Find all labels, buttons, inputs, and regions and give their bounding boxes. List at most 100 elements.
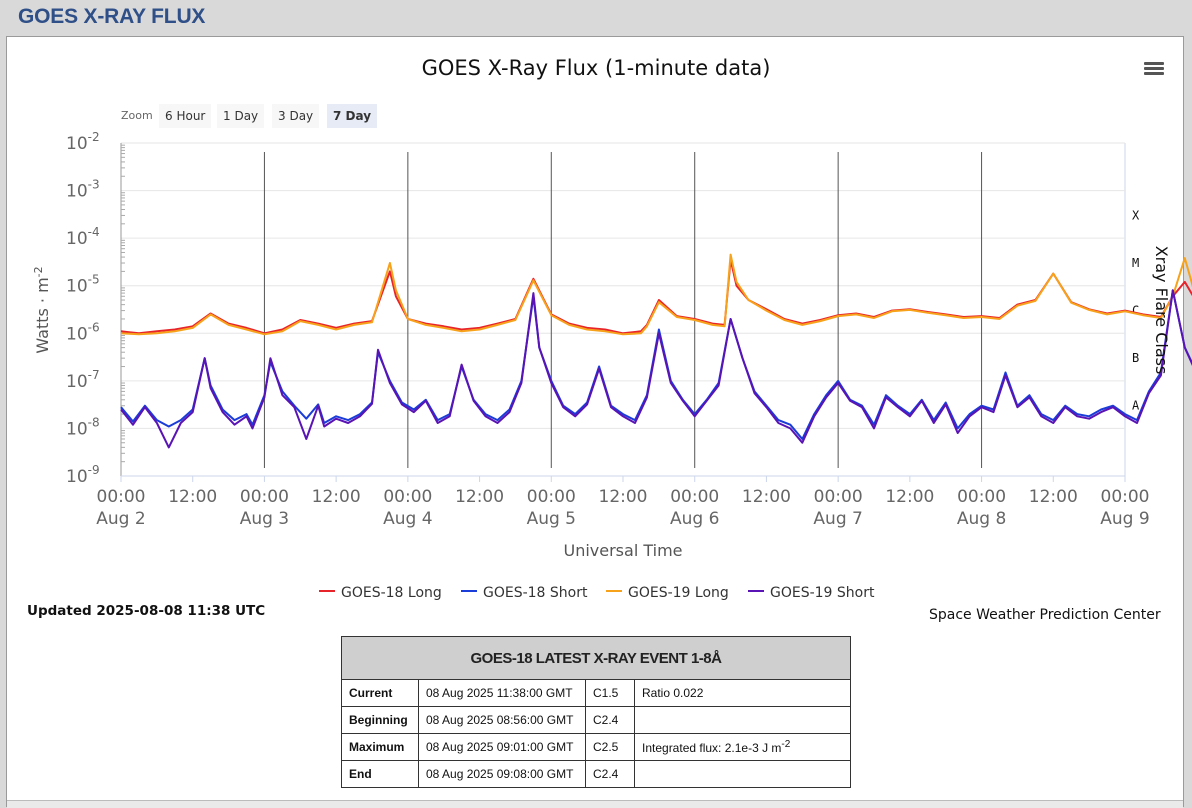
x-tick-time: 00:00	[814, 487, 863, 507]
x-tick-date: Aug 2	[96, 509, 145, 529]
x-tick-time: 00:00	[240, 487, 289, 507]
legend-goes19-short[interactable]: GOES-19 Short	[748, 585, 875, 603]
x-tick-time: 00:00	[527, 487, 576, 507]
flare-class-label: X	[1132, 208, 1140, 222]
legend-goes18-short[interactable]: GOES-18 Short	[461, 585, 588, 603]
series-line	[120, 289, 1192, 449]
row-note	[634, 760, 851, 788]
row-label: End	[341, 760, 419, 788]
y-tick-base: 10	[66, 324, 88, 344]
page-header: GOES X-RAY FLUX	[0, 0, 1192, 36]
row-time: 08 Aug 2025 09:08:00 GMT	[418, 760, 586, 788]
legend-swatch	[319, 590, 335, 592]
y-tick-label: 10-2	[66, 130, 100, 154]
zoom-3-day-button[interactable]: 3 Day	[272, 104, 320, 128]
x-tick-date: Aug 7	[813, 509, 862, 529]
series-line	[120, 258, 1192, 335]
legend-swatch	[606, 590, 622, 592]
x-axis-title: Universal Time	[563, 541, 682, 560]
y-tick-base: 10	[66, 229, 88, 249]
x-tick-time: 00:00	[1101, 487, 1150, 507]
zoom-7-day-button[interactable]: 7 Day	[327, 104, 378, 128]
y-tick-exp: -8	[88, 415, 100, 429]
legend-label: GOES-19 Short	[770, 585, 875, 601]
row-class: C2.4	[585, 706, 635, 734]
row-class: C2.5	[585, 733, 635, 761]
y-axis-title-sup: -2	[32, 266, 45, 277]
row-note-sup: -2	[781, 739, 791, 750]
updated-timestamp: Updated 2025-08-08 11:38 UTC	[27, 603, 266, 619]
y-tick-label: 10-7	[66, 368, 100, 392]
legend-goes18-long[interactable]: GOES-18 Long	[319, 585, 442, 603]
table-row: Maximum 08 Aug 2025 09:01:00 GMT C2.5 In…	[341, 733, 851, 761]
x-tick-time: 12:00	[312, 487, 361, 507]
legend-goes19-long[interactable]: GOES-19 Long	[606, 585, 729, 603]
y-tick-label: 10-5	[66, 273, 100, 297]
y-tick-base: 10	[66, 277, 88, 297]
zoom-label: Zoom	[121, 109, 153, 122]
x-tick-time: 12:00	[455, 487, 504, 507]
zoom-6-hour-button[interactable]: 6 Hour	[159, 104, 212, 128]
grid	[120, 142, 1126, 477]
table-title: GOES-18 LATEST X-RAY EVENT 1-8Å	[341, 636, 851, 680]
y-axis-title-text: Watts · m	[33, 277, 52, 353]
y-tick-exp: -6	[88, 320, 100, 334]
x-tick-time: 00:00	[957, 487, 1006, 507]
y-axis-title: Watts · m-2	[32, 266, 52, 353]
y-tick-label: 10-9	[66, 463, 100, 487]
row-note-text: Integrated flux: 2.1e-3 J m	[642, 741, 782, 755]
table-row: Current 08 Aug 2025 11:38:00 GMT C1.5 Ra…	[341, 679, 851, 707]
y-tick-base: 10	[66, 134, 88, 154]
zoom-1-day-button[interactable]: 1 Day	[217, 104, 265, 128]
row-label: Current	[341, 679, 419, 707]
row-note: Integrated flux: 2.1e-3 J m-2	[634, 733, 851, 761]
y-tick-exp: -3	[88, 178, 100, 192]
x-tick-date: Aug 5	[527, 509, 576, 529]
flare-class-label: A	[1132, 399, 1140, 413]
table-header-row: GOES-18 LATEST X-RAY EVENT 1-8Å	[341, 636, 851, 680]
y-tick-label: 10-4	[66, 225, 100, 249]
x-tick-time: 12:00	[1029, 487, 1078, 507]
row-label: Beginning	[341, 706, 419, 734]
legend-label: GOES-19 Long	[628, 585, 729, 601]
flare-class-labels: X M C B A	[1132, 208, 1140, 412]
table-row: End 08 Aug 2025 09:08:00 GMT C2.4	[341, 760, 851, 788]
bottom-scrollbar[interactable]	[7, 800, 1183, 808]
legend-swatch	[461, 590, 477, 592]
x-tick-date: Aug 9	[1100, 509, 1149, 529]
y-tick-base: 10	[66, 467, 88, 487]
flare-class-label: C	[1132, 304, 1139, 318]
y-tick-label: 10-6	[66, 320, 100, 344]
hamburger-menu-icon[interactable]	[1144, 60, 1164, 78]
flare-class-label: M	[1132, 256, 1139, 270]
row-class: C1.5	[585, 679, 635, 707]
page-heading: GOES X-RAY FLUX	[18, 5, 206, 28]
y-tick-label: 10-3	[66, 178, 100, 202]
legend-label: GOES-18 Short	[483, 585, 588, 601]
x-tick-time: 00:00	[670, 487, 719, 507]
y-tick-exp: -5	[88, 273, 100, 287]
y-axis-labels: 10-210-310-410-510-610-710-810-9	[66, 130, 100, 487]
x-tick-time: 12:00	[885, 487, 934, 507]
x-tick-time: 12:00	[168, 487, 217, 507]
y-tick-base: 10	[66, 182, 88, 202]
y-tick-exp: -9	[88, 463, 100, 477]
credit-text: Space Weather Prediction Center	[929, 607, 1161, 623]
y-tick-exp: -2	[88, 130, 100, 144]
row-time: 08 Aug 2025 09:01:00 GMT	[418, 733, 586, 761]
day-lines	[263, 152, 983, 468]
x-tick-date: Aug 8	[957, 509, 1006, 529]
table-row: Beginning 08 Aug 2025 08:56:00 GMT C2.4	[341, 706, 851, 734]
x-tick-time: 00:00	[383, 487, 432, 507]
x-tick-time: 12:00	[599, 487, 648, 507]
chart-title: GOES X-Ray Flux (1-minute data)	[422, 56, 771, 80]
row-time: 08 Aug 2025 08:56:00 GMT	[418, 706, 586, 734]
row-note	[634, 706, 851, 734]
row-class: C2.4	[585, 760, 635, 788]
x-tick-time: 12:00	[742, 487, 791, 507]
x-tick-date: Aug 3	[240, 509, 289, 529]
legend-label: GOES-18 Long	[341, 585, 442, 601]
row-label: Maximum	[341, 733, 419, 761]
